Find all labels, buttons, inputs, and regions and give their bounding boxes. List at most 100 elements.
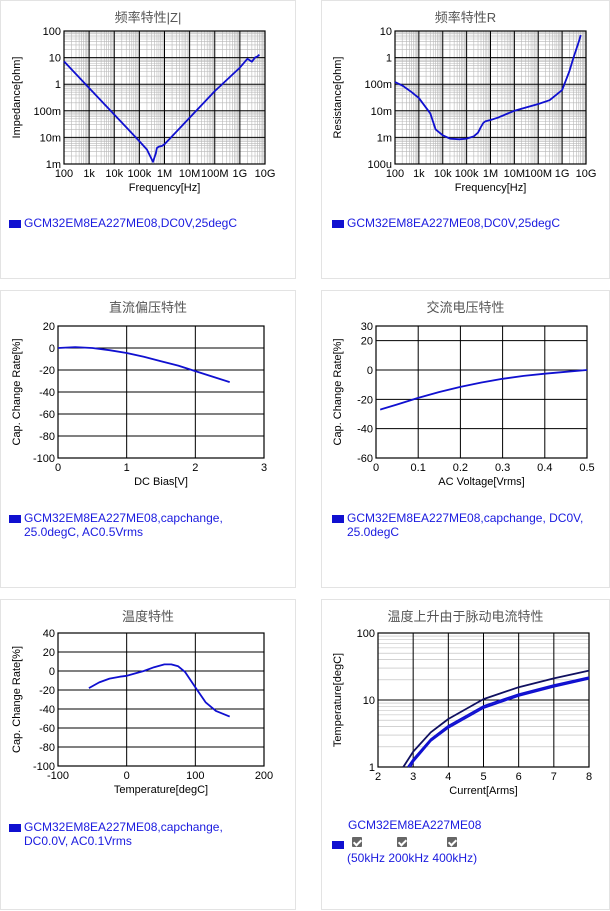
series-line-50khz — [402, 669, 590, 768]
x-tick-label: 3 — [410, 771, 416, 783]
x-tick-label: 100M — [524, 168, 552, 180]
x-tick-label: 4 — [445, 771, 451, 783]
chart-title: 频率特性R — [434, 10, 497, 25]
plot-frame — [377, 632, 590, 768]
y-tick-label: 10m — [40, 132, 61, 144]
y-tick-label: 100 — [43, 26, 61, 38]
x-tick-label: 100k — [127, 168, 151, 180]
legend-swatch — [9, 824, 21, 832]
plot-frame — [375, 325, 588, 459]
panel-ac-voltage: 交流电压特性 0 0.1 0.2 0.3 0.4 0.5 30 20 0 -20 -40 -60 AC … — [321, 290, 610, 588]
x-axis-title: Temperature[degC] — [114, 784, 208, 796]
legend-swatch — [332, 220, 344, 228]
paren-open: ( — [347, 851, 351, 865]
temperature-chart: -100 0 100 20040200-20-40-60-80-100Temperat… — [11, 628, 273, 796]
y-tick-label: 0 — [49, 343, 55, 355]
y-tick-label: -80 — [39, 742, 55, 754]
x-tick-label: 0.5 — [579, 462, 594, 474]
x-tick-label: 10M — [504, 168, 525, 180]
x-tick-label: 2 — [375, 771, 381, 783]
impedance-chart: 100 1k 10k 100k 1M 10M 100M 1G 10G 1m 10m 100m 1 10 10… — [11, 26, 276, 194]
y-tick-label: 100m — [33, 106, 61, 118]
series-line-400khz — [409, 677, 590, 768]
y-tick-label: 40 — [43, 628, 55, 640]
option-400khz-label: 400kHz — [432, 851, 474, 865]
panel-ripple-current: 温度上升由于脉动电流特性 2 3 4 5 6 7 8 1 10 100 Current[Arms] T… — [321, 599, 610, 910]
legend[interactable]: GCM32EM8EA227ME08,capchange, DC0V, 25.0d… — [332, 511, 583, 539]
legend-label: GCM32EM8EA227ME08 — [348, 818, 482, 832]
x-tick-label: 1 — [124, 462, 130, 474]
checkbox-400khz[interactable] — [447, 837, 457, 847]
x-tick-label: 100 — [55, 168, 73, 180]
y-tick-label: 1 — [386, 53, 392, 65]
x-tick-label: 0.3 — [495, 462, 510, 474]
x-axis-title: DC Bias[V] — [134, 476, 188, 488]
legend-swatch — [332, 837, 347, 851]
y-axis-title: Resistance[ohm] — [332, 57, 344, 139]
option-50khz-label: 50kHz — [351, 851, 386, 865]
y-axis-title: Cap. Change Rate[%] — [11, 338, 23, 445]
y-tick-label: 10 — [380, 26, 392, 38]
y-tick-label: 100u — [368, 159, 392, 171]
y-axis-title: Cap. Change Rate[%] — [11, 646, 23, 753]
x-tick-label: 1G — [233, 168, 248, 180]
y-tick-label: -20 — [39, 365, 55, 377]
x-tick-label: 10M — [179, 168, 200, 180]
x-tick-label: -100 — [47, 770, 69, 782]
paren-close: ) — [473, 851, 478, 865]
y-tick-label: -20 — [357, 394, 373, 406]
legend[interactable]: GCM32EM8EA227ME08,capchange, 25.0degC, A… — [9, 511, 223, 539]
panel-temperature: 温度特性 -100 0 100 200 40 20 0 -20 -40 -60 -80 -100 Tem… — [0, 599, 296, 910]
y-tick-label: -100 — [33, 761, 55, 773]
y-tick-label: 20 — [43, 321, 55, 333]
y-tick-label: -60 — [39, 409, 55, 421]
legend[interactable]: GCM32EM8EA227ME08,DC0V,25degC — [332, 216, 560, 230]
legend-label: GCM32EM8EA227ME08,DC0V,25degC — [24, 216, 238, 230]
series-line-gcm32em8ea227me08-dc0v-25degc — [394, 34, 582, 141]
legend-label-line2: 25.0degC — [347, 525, 400, 539]
y-tick-label: 20 — [361, 336, 373, 348]
x-axis-title: Current[Arms] — [449, 785, 517, 797]
legend-label: GCM32EM8EA227ME08,capchange, — [24, 820, 223, 834]
series-line-gcm32em8ea227me08-dc0v-25degc — [63, 53, 261, 163]
x-tick-label: 10k — [434, 168, 452, 180]
y-tick-label: 10 — [49, 53, 61, 65]
y-tick-label: -80 — [39, 431, 55, 443]
x-tick-label: 100 — [186, 770, 204, 782]
x-tick-label: 1G — [555, 168, 570, 180]
x-tick-label: 7 — [551, 771, 557, 783]
chart-title: 频率特性|Z| — [114, 10, 182, 25]
y-tick-label: 1m — [46, 159, 61, 171]
y-tick-label: 30 — [361, 321, 373, 333]
x-tick-label: 8 — [586, 771, 592, 783]
x-tick-label: 1M — [483, 168, 498, 180]
y-tick-label: -40 — [39, 704, 55, 716]
chart-title: 直流偏压特性 — [108, 300, 187, 315]
legend-label: GCM32EM8EA227ME08,DC0V,25degC — [347, 216, 561, 230]
ripple-current-chart: 2 3 4 5 6 7 8 1 10 100 Current[Arms] Temperature[de… — [332, 628, 592, 797]
legend[interactable]: GCM32EM8EA227ME08,capchange, DC0.0V, AC0… — [9, 820, 223, 848]
legend-label: GCM32EM8EA227ME08,capchange, — [24, 511, 223, 525]
y-tick-label: 1m — [377, 132, 392, 144]
plot-frame — [57, 632, 265, 767]
series-line-gcm32em8ea227me08-capchange-25-0degc-ac0-5vrms — [57, 346, 230, 383]
x-tick-label: 100M — [201, 168, 229, 180]
x-tick-label: 10G — [255, 168, 276, 180]
y-tick-label: 20 — [43, 647, 55, 659]
y-tick-label: 0 — [367, 365, 373, 377]
panel-dc-bias: 直流偏压特性 0 1 2 3 20 0 -20 -40 -60 -80 -100 DC Bias[V]… — [0, 290, 296, 588]
resistance-chart: 100 1k 10k 100k 1M 10M 100M 1G 10G 100u 1m 10m 100m 1… — [332, 26, 596, 194]
legend-swatch — [332, 515, 344, 523]
y-axis-title: Cap. Change Rate[%] — [332, 338, 344, 445]
legend[interactable]: GCM32EM8EA227ME08,DC0V,25degC — [9, 216, 237, 230]
x-tick-label: 2 — [192, 462, 198, 474]
y-tick-label: -60 — [39, 723, 55, 735]
panel-resistance: 频率特性R 100 1k 10k 100k 1M 10M 100M 1G 10G 100u 1m 10… — [321, 0, 610, 279]
chart-title: 温度上升由于脉动电流特性 — [387, 609, 544, 624]
x-axis-title: AC Voltage[Vrms] — [438, 476, 524, 488]
legend-label-line2: 25.0degC, AC0.5Vrms — [24, 525, 143, 539]
panel-impedance: 频率特性|Z| 100 1k 10k 100k 1M 10M 100M 1G 10G 1m 10m 1… — [0, 0, 296, 279]
checkbox-200khz[interactable] — [397, 837, 407, 847]
checkbox-50khz[interactable] — [352, 837, 362, 847]
y-axis-title: Impedance[ohm] — [11, 57, 23, 139]
